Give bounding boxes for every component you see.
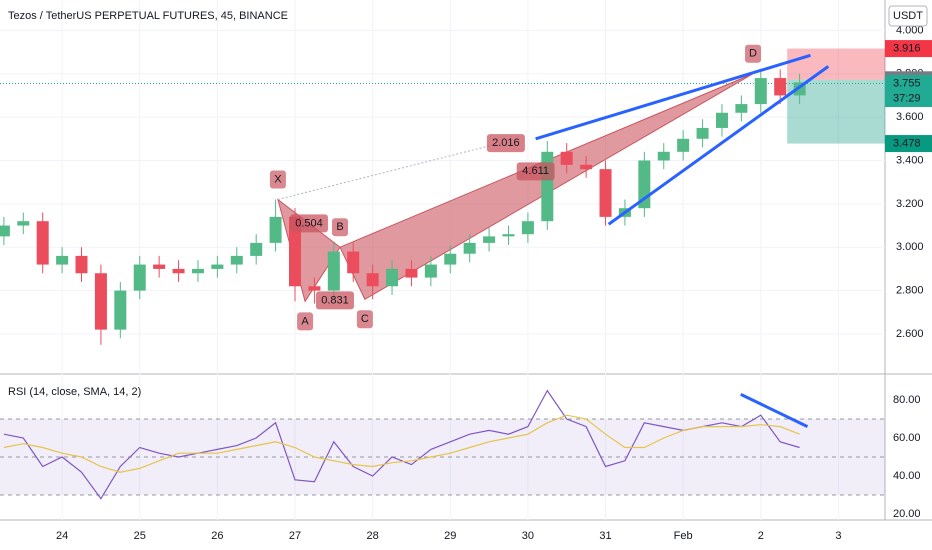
x-tick-label: 2	[758, 530, 764, 542]
candle-body	[250, 242, 263, 256]
x-tick-label: 28	[367, 530, 379, 542]
currency-label: USDT	[893, 10, 923, 22]
currency-box	[888, 5, 928, 27]
rsi-tick-label: 80.00	[893, 394, 921, 406]
candle-body	[308, 286, 321, 291]
candle-body	[327, 251, 340, 291]
candle-body	[211, 264, 224, 269]
pattern-point-label: A	[301, 315, 309, 327]
x-tick-label: 30	[522, 530, 534, 542]
ratio-box	[486, 134, 525, 153]
pattern-point-box	[269, 170, 286, 189]
candle-body	[230, 255, 243, 265]
ratio-label: 0.504	[295, 217, 323, 229]
candle-body	[541, 151, 554, 222]
rsi-tick-label: 60.00	[893, 432, 921, 444]
candle-body	[366, 273, 379, 287]
pattern-point-box	[297, 312, 314, 331]
target-zone	[787, 48, 885, 80]
rsi-divergence	[740, 393, 809, 428]
y-tick-label: 3.200	[896, 198, 924, 210]
price-label-box	[885, 40, 932, 58]
candle-body	[0, 225, 10, 237]
y-tick-label: 3.400	[896, 154, 924, 166]
chart-title: Tezos / TetherUS PERPETUAL FUTURES, 45, …	[8, 10, 288, 22]
candle-body	[75, 255, 88, 274]
y-tick-label: 3.600	[896, 111, 924, 123]
candle-body	[405, 268, 418, 278]
candle-body	[715, 112, 728, 128]
candle-body	[560, 151, 573, 165]
candle-body	[94, 273, 107, 330]
ratio-label: 0.831	[321, 294, 349, 306]
wedge-line	[607, 65, 830, 226]
x-tick-label: 26	[211, 530, 223, 542]
pattern-point-label: C	[361, 313, 369, 325]
candle-body	[172, 268, 185, 274]
candle-body	[463, 242, 476, 254]
pattern-point-label: X	[274, 173, 282, 185]
x-tick-label: 31	[599, 530, 611, 542]
ratio-box	[315, 291, 354, 310]
candle-body	[774, 78, 787, 96]
rsi-tick-label: 40.00	[893, 470, 921, 482]
ratio-box	[289, 214, 328, 233]
rsi-line	[3, 389, 800, 500]
wedge-line	[535, 53, 811, 141]
price-label-box	[885, 135, 932, 153]
pattern-point-label: B	[336, 221, 343, 233]
x-tick-label: 24	[56, 530, 68, 542]
candle-body	[269, 216, 282, 243]
candle-body	[696, 127, 709, 139]
x-tick-label: 27	[289, 530, 301, 542]
y-tick-label: 3.000	[896, 241, 924, 253]
candle-body	[580, 164, 593, 170]
x-tick-label: Feb	[674, 530, 693, 542]
candle-body	[444, 253, 457, 265]
rsi-tick-label: 20.00	[893, 508, 921, 520]
price-label: 3.478	[893, 137, 921, 149]
rsi-label: RSI (14, close, SMA, 14, 2)	[8, 386, 141, 398]
rsi-sma-line	[3, 414, 800, 473]
candle-body	[17, 221, 30, 226]
ratio-label: 2.016	[492, 137, 520, 149]
price-label-box	[885, 74, 932, 107]
candle-body	[133, 264, 146, 291]
x-tick-label: 3	[835, 530, 841, 542]
countdown-label: 37:29	[893, 92, 921, 104]
x-tick-label: 25	[134, 530, 146, 542]
candle-body	[424, 264, 437, 278]
candle-body	[114, 290, 127, 330]
price-label: 3.916	[893, 42, 921, 54]
x-tick-label: 29	[444, 530, 456, 542]
candle-body	[347, 251, 360, 274]
candle-body	[657, 151, 670, 161]
ratio-label: 4.611	[522, 165, 549, 177]
y-tick-label: 4.000	[896, 24, 924, 36]
candle-body	[735, 104, 748, 113]
candle-body	[191, 268, 204, 274]
pattern-point-box	[356, 310, 373, 329]
candle-body	[483, 236, 496, 243]
y-tick-label: 2.800	[896, 284, 924, 296]
pattern-point-label: D	[749, 48, 757, 60]
pattern-point-box	[745, 44, 762, 63]
candle-body	[677, 138, 690, 152]
price-label: 3.755	[893, 77, 921, 89]
candle-body	[153, 264, 166, 269]
candle-body	[36, 221, 49, 265]
candle-body	[599, 169, 612, 217]
candle-body	[386, 268, 399, 287]
candle-body	[754, 78, 767, 105]
candle-body	[502, 234, 515, 237]
ratio-box	[516, 162, 555, 181]
candle-body	[521, 221, 534, 235]
y-tick-label: 2.600	[896, 328, 924, 340]
pattern-point-box	[332, 218, 349, 237]
candle-body	[56, 255, 69, 265]
candle-body	[289, 216, 301, 287]
